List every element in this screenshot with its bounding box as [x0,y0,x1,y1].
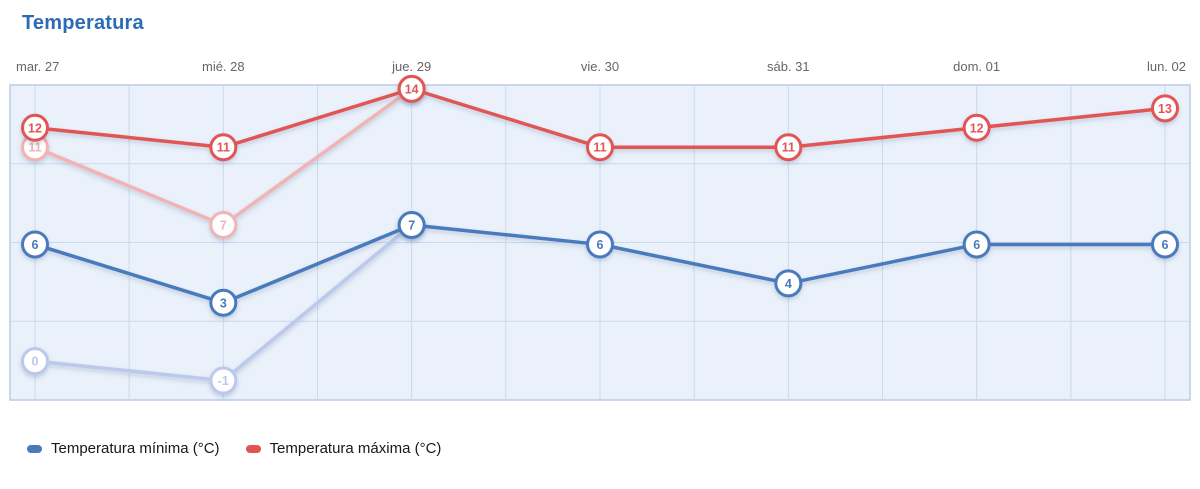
data-point-value: 6 [597,238,604,252]
legend-label: Temperatura máxima (°C) [269,440,442,457]
data-point-value: 11 [28,141,41,155]
data-point-marker [397,74,426,103]
data-point-value: 7 [220,219,227,233]
x-axis-label: lun. 02 [1147,59,1186,74]
data-point-marker [1151,94,1179,123]
data-point-marker [21,113,49,142]
data-point-marker [21,347,49,376]
x-axis-label: jue. 29 [391,59,431,74]
data-point-value: 6 [1162,238,1169,252]
series-min: 6 3 7 6 4 6 6 [21,211,1179,317]
data-point-value: 0 [32,355,39,369]
legend-label: Temperatura mínima (°C) [51,440,220,457]
data-point-value: 7 [408,219,415,233]
legend-swatch [27,444,42,453]
data-point-marker [397,211,426,239]
data-point-value: -1 [218,374,229,388]
x-axis-label: mié. 28 [202,59,245,74]
data-point-marker [209,133,238,162]
data-point-marker [209,366,238,395]
data-point-marker [209,211,238,239]
data-point-value: 4 [785,277,792,291]
data-point-value: 13 [1158,102,1172,116]
data-point-value: 6 [32,238,39,252]
temperature-chart: mar. 27 mié. 28 jue. 29 vie. 30 sáb. 31 dom. … [9,59,1191,401]
data-point-marker [962,230,991,259]
data-point-marker [586,133,614,162]
x-axis-label: vie. 30 [581,59,619,74]
data-point-value: 12 [970,121,984,135]
data-point-value: 6 [973,238,980,252]
legend-item[interactable]: Temperatura mínima (°C) [27,440,220,457]
data-point-value: 14 [405,82,419,96]
data-point-value: 11 [593,141,606,155]
data-point-marker [1151,230,1179,259]
data-point-marker [21,230,49,259]
chart-legend: Temperatura mínima (°C) Temperatura máxim… [27,440,467,457]
data-point-marker [774,269,803,298]
data-point-marker [774,133,803,162]
legend-swatch [245,444,261,453]
data-point-value: 11 [782,141,795,155]
x-axis-label: dom. 01 [953,59,1000,74]
legend-item[interactable]: Temperatura máxima (°C) [245,440,442,457]
data-point-marker [962,113,991,142]
data-point-value: 12 [28,121,42,135]
series-max: 12 11 14 11 11 12 13 [21,74,1179,162]
data-point-value: 3 [220,296,227,310]
data-point-value: 11 [217,141,230,155]
data-point-marker [209,288,238,317]
x-axis-label: mar. 27 [16,59,59,74]
chart-title: Temperatura [22,12,144,34]
data-point-marker [586,230,614,259]
x-axis-label: sáb. 31 [767,59,810,74]
